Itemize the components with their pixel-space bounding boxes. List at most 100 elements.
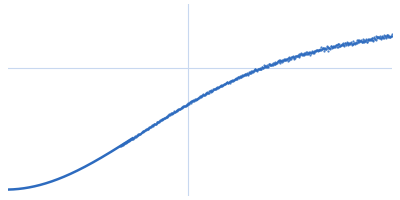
Point xyxy=(165,114,171,118)
Point xyxy=(244,72,250,76)
Point xyxy=(180,105,186,108)
Point xyxy=(287,56,293,60)
Point xyxy=(388,34,394,37)
Point xyxy=(255,67,261,70)
Point xyxy=(315,48,322,51)
Point xyxy=(248,70,254,73)
Point xyxy=(142,129,148,132)
Point xyxy=(196,95,203,99)
Point xyxy=(140,130,146,133)
Point xyxy=(295,54,302,57)
Point xyxy=(233,77,240,80)
Point xyxy=(365,38,372,41)
Point xyxy=(174,108,181,111)
Point xyxy=(379,36,386,39)
Point xyxy=(337,44,344,47)
Point xyxy=(318,49,324,52)
Point xyxy=(314,49,321,53)
Point xyxy=(190,100,196,103)
Point xyxy=(250,70,257,73)
Point xyxy=(258,67,264,70)
Point xyxy=(211,87,217,90)
Point xyxy=(370,39,377,42)
Point xyxy=(222,82,228,86)
Point xyxy=(142,129,149,132)
Point xyxy=(389,35,395,38)
Point xyxy=(192,98,199,101)
Point xyxy=(238,74,245,78)
Point xyxy=(287,57,294,60)
Point xyxy=(122,141,128,145)
Point xyxy=(257,68,264,71)
Point xyxy=(374,36,380,39)
Point xyxy=(373,36,380,39)
Point xyxy=(131,136,137,139)
Point xyxy=(372,39,379,42)
Point xyxy=(291,58,298,61)
Point xyxy=(262,64,269,68)
Point xyxy=(235,75,242,78)
Point xyxy=(358,39,364,42)
Point xyxy=(150,123,157,126)
Point xyxy=(134,133,140,137)
Point xyxy=(310,51,317,54)
Point xyxy=(234,76,241,79)
Point xyxy=(366,37,373,40)
Point xyxy=(306,51,312,54)
Point xyxy=(301,54,307,57)
Point xyxy=(286,55,293,58)
Point xyxy=(193,98,200,101)
Point xyxy=(381,36,387,39)
Point xyxy=(172,110,178,113)
Point xyxy=(264,64,270,67)
Point xyxy=(367,39,374,42)
Point xyxy=(122,142,128,145)
Point xyxy=(151,123,158,126)
Point xyxy=(312,50,318,53)
Point xyxy=(319,48,325,51)
Point xyxy=(178,107,185,110)
Point xyxy=(366,38,372,41)
Point xyxy=(215,86,222,89)
Point xyxy=(206,89,212,93)
Point xyxy=(290,56,297,59)
Point xyxy=(169,112,175,115)
Point xyxy=(170,111,176,114)
Point xyxy=(141,129,148,132)
Point xyxy=(281,58,287,61)
Point xyxy=(268,64,274,67)
Point xyxy=(247,71,253,74)
Point xyxy=(321,48,328,51)
Point xyxy=(171,111,177,114)
Point xyxy=(276,61,282,64)
Point xyxy=(121,142,127,145)
Point xyxy=(238,75,244,78)
Point xyxy=(316,48,322,51)
Point xyxy=(175,108,181,111)
Point xyxy=(309,51,315,54)
Point xyxy=(280,58,287,61)
Point xyxy=(215,86,221,89)
Point xyxy=(210,88,217,91)
Point xyxy=(346,43,352,46)
Point xyxy=(296,55,302,58)
Point xyxy=(323,47,330,50)
Point xyxy=(303,51,310,54)
Point xyxy=(183,103,189,107)
Point xyxy=(308,51,314,54)
Point xyxy=(256,68,262,71)
Point xyxy=(181,104,188,107)
Point xyxy=(190,98,197,101)
Point xyxy=(163,115,169,118)
Point xyxy=(369,37,375,40)
Point xyxy=(308,50,315,53)
Point xyxy=(293,54,300,57)
Point xyxy=(264,64,271,67)
Point xyxy=(226,80,232,83)
Point xyxy=(331,45,337,48)
Point xyxy=(352,42,358,45)
Point xyxy=(270,63,276,66)
Point xyxy=(375,35,381,39)
Point xyxy=(254,68,260,71)
Point xyxy=(322,47,328,50)
